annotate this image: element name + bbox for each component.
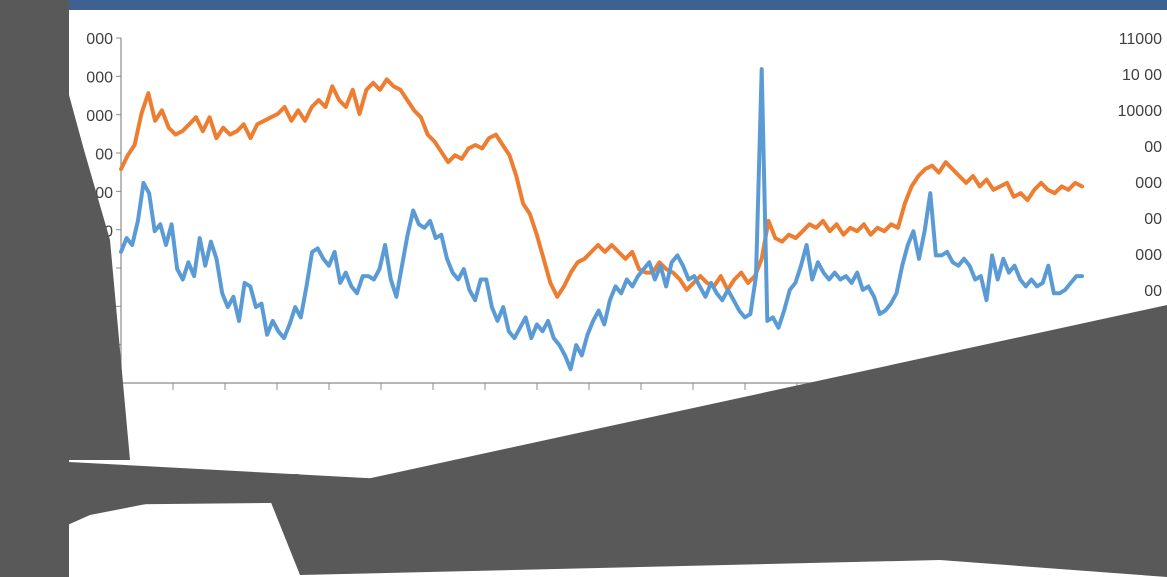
orange-series-line	[119, 77, 1084, 299]
overlay-left-band	[0, 0, 69, 577]
right-axis-tick-label: 10000	[1118, 103, 1163, 120]
right-axis-tick-label: 11000	[1119, 31, 1162, 48]
right-axis-tick-label: 00	[1144, 211, 1162, 228]
overlay-thin-band	[0, 474, 300, 555]
left-axis-ticks	[116, 37, 121, 384]
overlay-right-wedge	[270, 305, 1167, 577]
left-axis-tick-label: 000	[86, 108, 113, 125]
right-axis-tick-label: 10 00	[1122, 67, 1162, 84]
left-axis-tick-label: 00	[95, 147, 113, 164]
blue-series-line	[119, 67, 1084, 372]
right-axis-tick-label: 00	[1144, 139, 1162, 156]
overlay-left-wedge	[69, 95, 130, 460]
left-axis-tick-label: 000	[86, 70, 113, 87]
top-color-bar	[0, 0, 1167, 10]
left-axis-tick-label: 000	[86, 31, 113, 48]
right-axis-tick-label: 000	[1135, 175, 1162, 192]
chart-axes	[116, 37, 1110, 390]
right-axis-tick-label: 000	[1135, 247, 1162, 264]
right-axis-tick-label: 00	[1144, 283, 1162, 300]
left-axis-tick-label: 00	[95, 185, 113, 202]
